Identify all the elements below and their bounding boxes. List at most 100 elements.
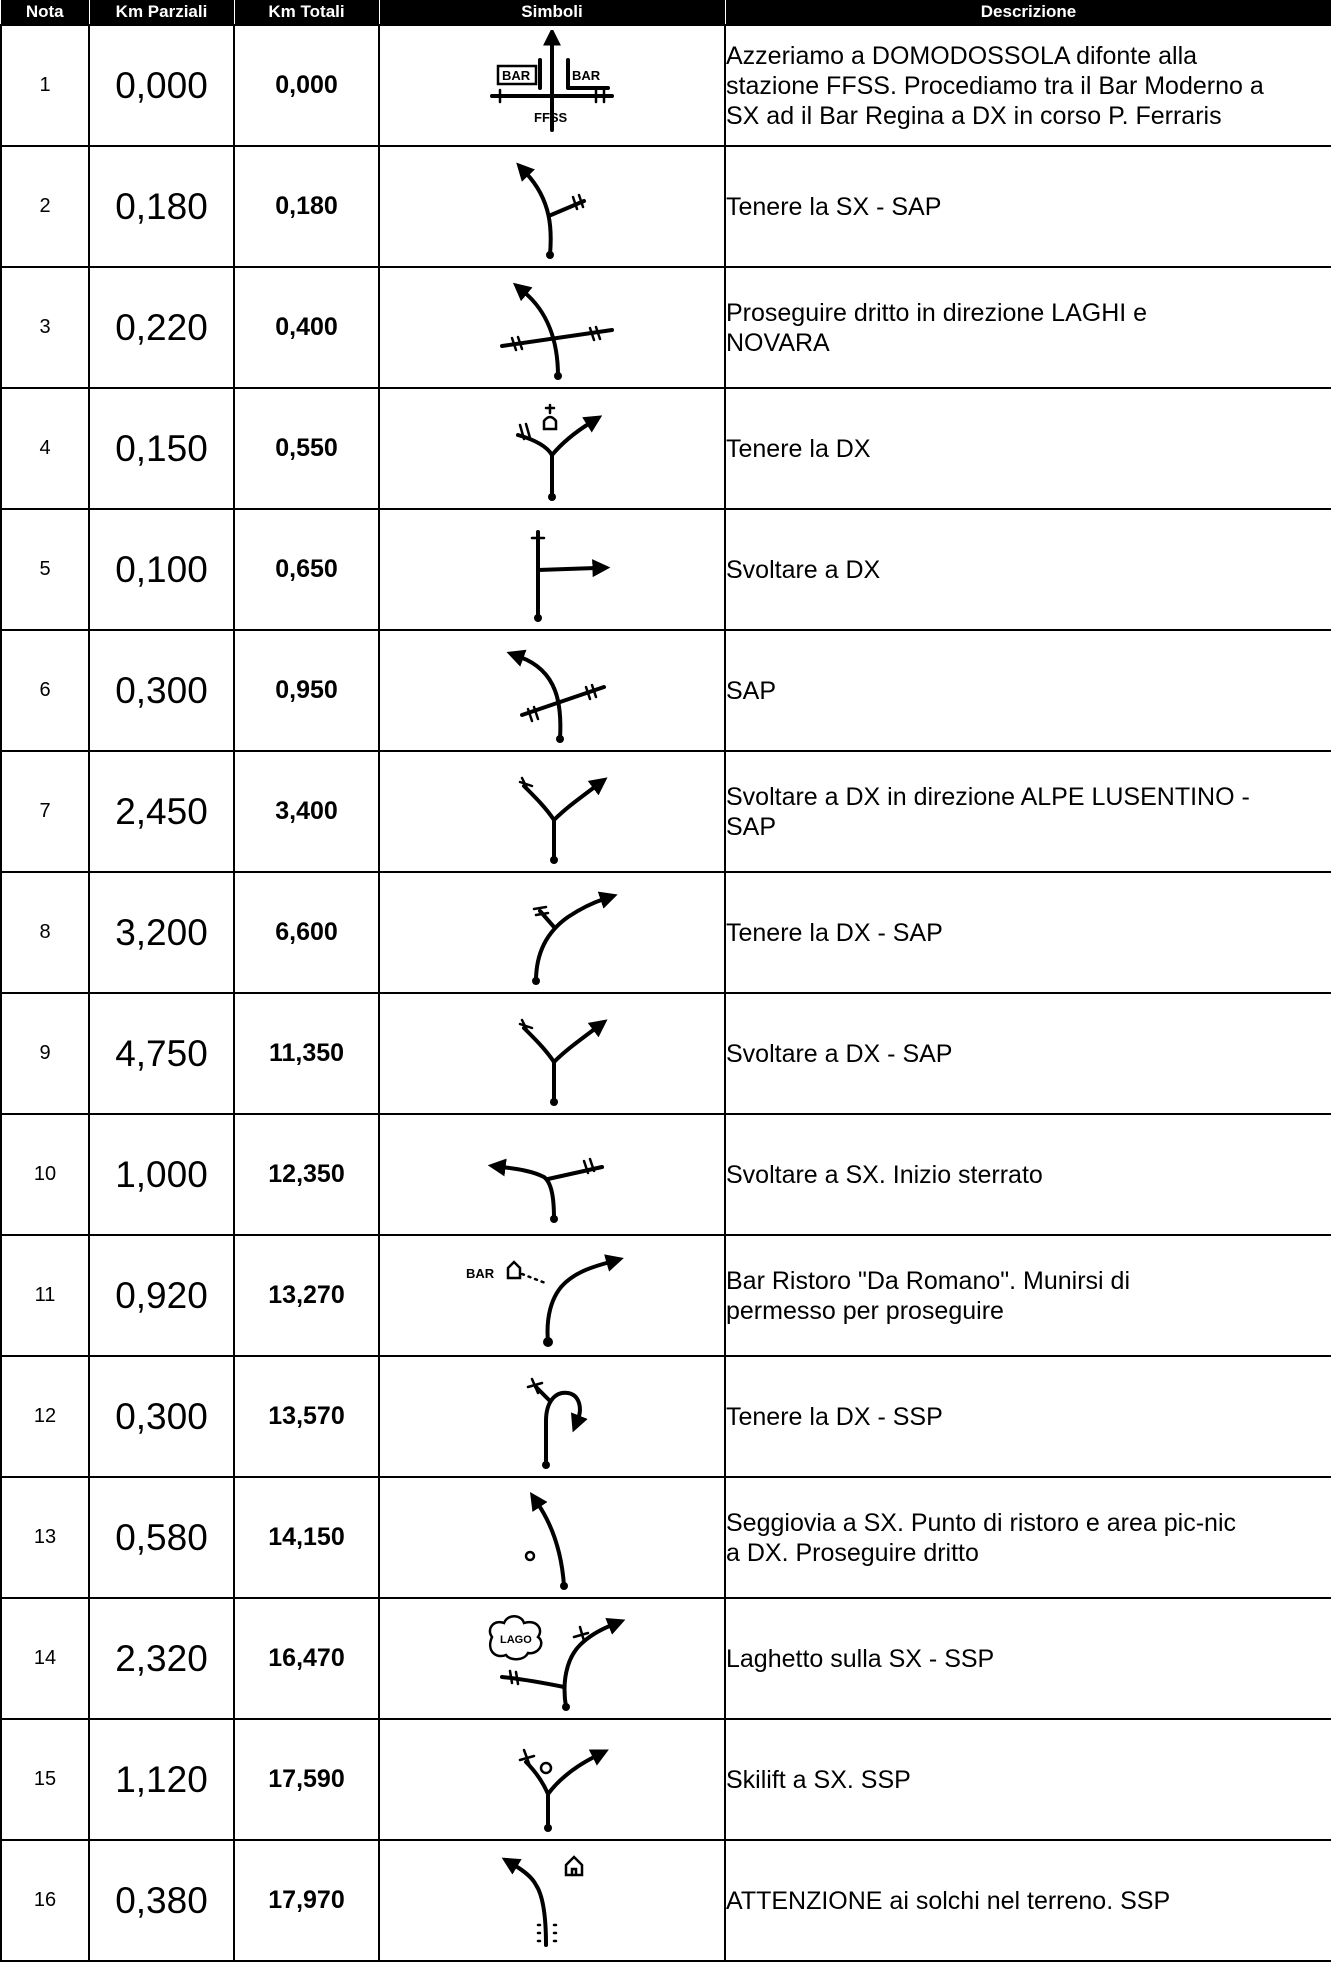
description-line: SX ad il Bar Regina a DX in corso P. Fer… bbox=[726, 101, 1222, 130]
description-line: Azzeriamo a DOMODOSSOLA difonte alla bbox=[726, 41, 1198, 70]
table-row: 6 0,300 0,950 SAP bbox=[0, 629, 1331, 752]
description-cell: Azzeriamo a DOMODOSSOLA difonte alla sta… bbox=[724, 24, 1331, 147]
km-parziali-cell: 3,200 bbox=[88, 871, 235, 994]
fork-right-chapel-icon bbox=[516, 403, 603, 501]
station-label: FFSS bbox=[534, 110, 568, 125]
description-cell: Svoltare a DX bbox=[724, 508, 1331, 631]
table-row: 13 0,580 14,150 Seggiovia a SX. Punto di… bbox=[0, 1476, 1331, 1599]
km-totali-cell: 0,950 bbox=[233, 629, 380, 752]
symbol-cell bbox=[378, 508, 726, 631]
km-totali-cell: 6,600 bbox=[233, 871, 380, 994]
nota-cell: 9 bbox=[0, 992, 90, 1115]
fork-right-icon bbox=[518, 1018, 608, 1106]
km-totali-cell: 13,570 bbox=[233, 1355, 380, 1478]
symbol-cell bbox=[378, 1839, 726, 1962]
chairlift-straight-icon bbox=[524, 1491, 568, 1590]
km-parziali-cell: 2,450 bbox=[88, 750, 235, 873]
km-parziali-cell: 0,180 bbox=[88, 145, 235, 268]
bear-right-icon bbox=[532, 891, 618, 985]
description-cell: Skilift a SX. SSP bbox=[724, 1718, 1331, 1841]
crossroads-bar-station-icon: BAR BAR FFSS bbox=[490, 29, 614, 132]
symbol-cell bbox=[378, 629, 726, 752]
km-parziali-cell: 0,220 bbox=[88, 266, 235, 389]
symbol-cell bbox=[378, 992, 726, 1115]
km-parziali-cell: 0,150 bbox=[88, 387, 235, 510]
km-totali-cell: 0,180 bbox=[233, 145, 380, 268]
km-totali-cell: 11,350 bbox=[233, 992, 380, 1115]
km-totali-cell: 0,550 bbox=[233, 387, 380, 510]
km-totali-cell: 0,000 bbox=[233, 24, 380, 147]
nota-cell: 2 bbox=[0, 145, 90, 268]
description-cell: Tenere la SX - SAP bbox=[724, 145, 1331, 268]
description-cell: Svoltare a SX. Inizio sterrato bbox=[724, 1113, 1331, 1236]
nota-cell: 16 bbox=[0, 1839, 90, 1962]
nota-cell: 15 bbox=[0, 1718, 90, 1841]
description-cell: Svoltare a DX in direzione ALPE LUSENTIN… bbox=[724, 750, 1331, 873]
km-parziali-cell: 2,320 bbox=[88, 1597, 235, 1720]
description-cell: SAP bbox=[724, 629, 1331, 752]
bar-label-left: BAR bbox=[502, 68, 531, 83]
symbol-cell bbox=[378, 145, 726, 268]
table-row: 7 2,450 3,400 Svoltare a DX in direzione… bbox=[0, 750, 1331, 873]
bar-label-right: BAR bbox=[572, 68, 601, 83]
description-cell: Proseguire dritto in direzione LAGHI e N… bbox=[724, 266, 1331, 389]
nota-cell: 8 bbox=[0, 871, 90, 994]
table-row: 1 0,000 0,000 BAR BAR FFSS Azzeriamo a D… bbox=[0, 24, 1331, 147]
km-totali-cell: 13,270 bbox=[233, 1234, 380, 1357]
nota-cell: 6 bbox=[0, 629, 90, 752]
description-line: Tenere la SX - SAP bbox=[726, 192, 942, 221]
lake-bear-right-icon: LAGO bbox=[488, 1614, 626, 1711]
bar-label: BAR bbox=[466, 1266, 495, 1281]
keep-left-icon bbox=[516, 161, 586, 259]
description-line: Tenere la DX - SAP bbox=[726, 918, 943, 947]
km-totali-cell: 0,650 bbox=[233, 508, 380, 631]
nota-cell: 10 bbox=[0, 1113, 90, 1236]
description-line: Proseguire dritto in direzione LAGHI e bbox=[726, 298, 1148, 327]
km-parziali-cell: 0,580 bbox=[88, 1476, 235, 1599]
description-line: Tenere la DX bbox=[726, 434, 871, 463]
table-row: 15 1,120 17,590 Skilift a SX. SSP bbox=[0, 1718, 1331, 1841]
description-line: NOVARA bbox=[726, 328, 830, 357]
symbol-cell bbox=[378, 750, 726, 873]
description-cell: Laghetto sulla SX - SSP bbox=[724, 1597, 1331, 1720]
km-totali-cell: 16,470 bbox=[233, 1597, 380, 1720]
nota-cell: 7 bbox=[0, 750, 90, 873]
nota-cell: 5 bbox=[0, 508, 90, 631]
fork-right-icon bbox=[518, 776, 608, 864]
symbol-cell bbox=[378, 1113, 726, 1236]
header-simboli: Simboli bbox=[379, 0, 726, 25]
description-cell: Seggiovia a SX. Punto di ristoro e area … bbox=[724, 1476, 1331, 1599]
km-parziali-cell: 4,750 bbox=[88, 992, 235, 1115]
km-totali-cell: 3,400 bbox=[233, 750, 380, 873]
symbol-cell bbox=[378, 1476, 726, 1599]
km-parziali-cell: 0,300 bbox=[88, 1355, 235, 1478]
description-line: Laghetto sulla SX - SSP bbox=[726, 1644, 995, 1673]
symbol-cell bbox=[378, 266, 726, 389]
table-row: 4 0,150 0,550 Tenere la DX bbox=[0, 387, 1331, 510]
nota-cell: 4 bbox=[0, 387, 90, 510]
description-line: a DX. Proseguire dritto bbox=[726, 1538, 979, 1567]
skilift-fork-right-icon bbox=[518, 1748, 609, 1832]
km-parziali-cell: 0,920 bbox=[88, 1234, 235, 1357]
table-row: 11 0,920 13,270 BAR Bar Ristoro "Da Roma… bbox=[0, 1234, 1331, 1357]
description-line: Svoltare a DX bbox=[726, 555, 881, 584]
table-row: 14 2,320 16,470 LAGO Laghetto sulla SX -… bbox=[0, 1597, 1331, 1720]
symbol-cell bbox=[378, 1718, 726, 1841]
straight-crossing-icon bbox=[500, 282, 614, 380]
km-totali-cell: 0,400 bbox=[233, 266, 380, 389]
description-cell: ATTENZIONE ai solchi nel terreno. SSP bbox=[724, 1839, 1331, 1962]
symbol-cell: BAR BAR FFSS bbox=[378, 24, 726, 147]
description-line: SAP bbox=[726, 812, 777, 841]
table-row: 5 0,100 0,650 Svoltare a DX bbox=[0, 508, 1331, 631]
symbol-cell bbox=[378, 387, 726, 510]
km-totali-cell: 17,590 bbox=[233, 1718, 380, 1841]
description-line: stazione FFSS. Procediamo tra il Bar Mod… bbox=[726, 71, 1264, 100]
crossing-left-icon bbox=[506, 649, 606, 743]
table-row: 2 0,180 0,180 Tenere la SX - SAP bbox=[0, 145, 1331, 268]
symbol-cell bbox=[378, 1355, 726, 1478]
description-line: Tenere la DX - SSP bbox=[726, 1402, 943, 1431]
description-line: Bar Ristoro "Da Romano". Munirsi di bbox=[726, 1266, 1130, 1295]
description-line: permesso per proseguire bbox=[726, 1296, 1004, 1325]
nota-cell: 12 bbox=[0, 1355, 90, 1478]
